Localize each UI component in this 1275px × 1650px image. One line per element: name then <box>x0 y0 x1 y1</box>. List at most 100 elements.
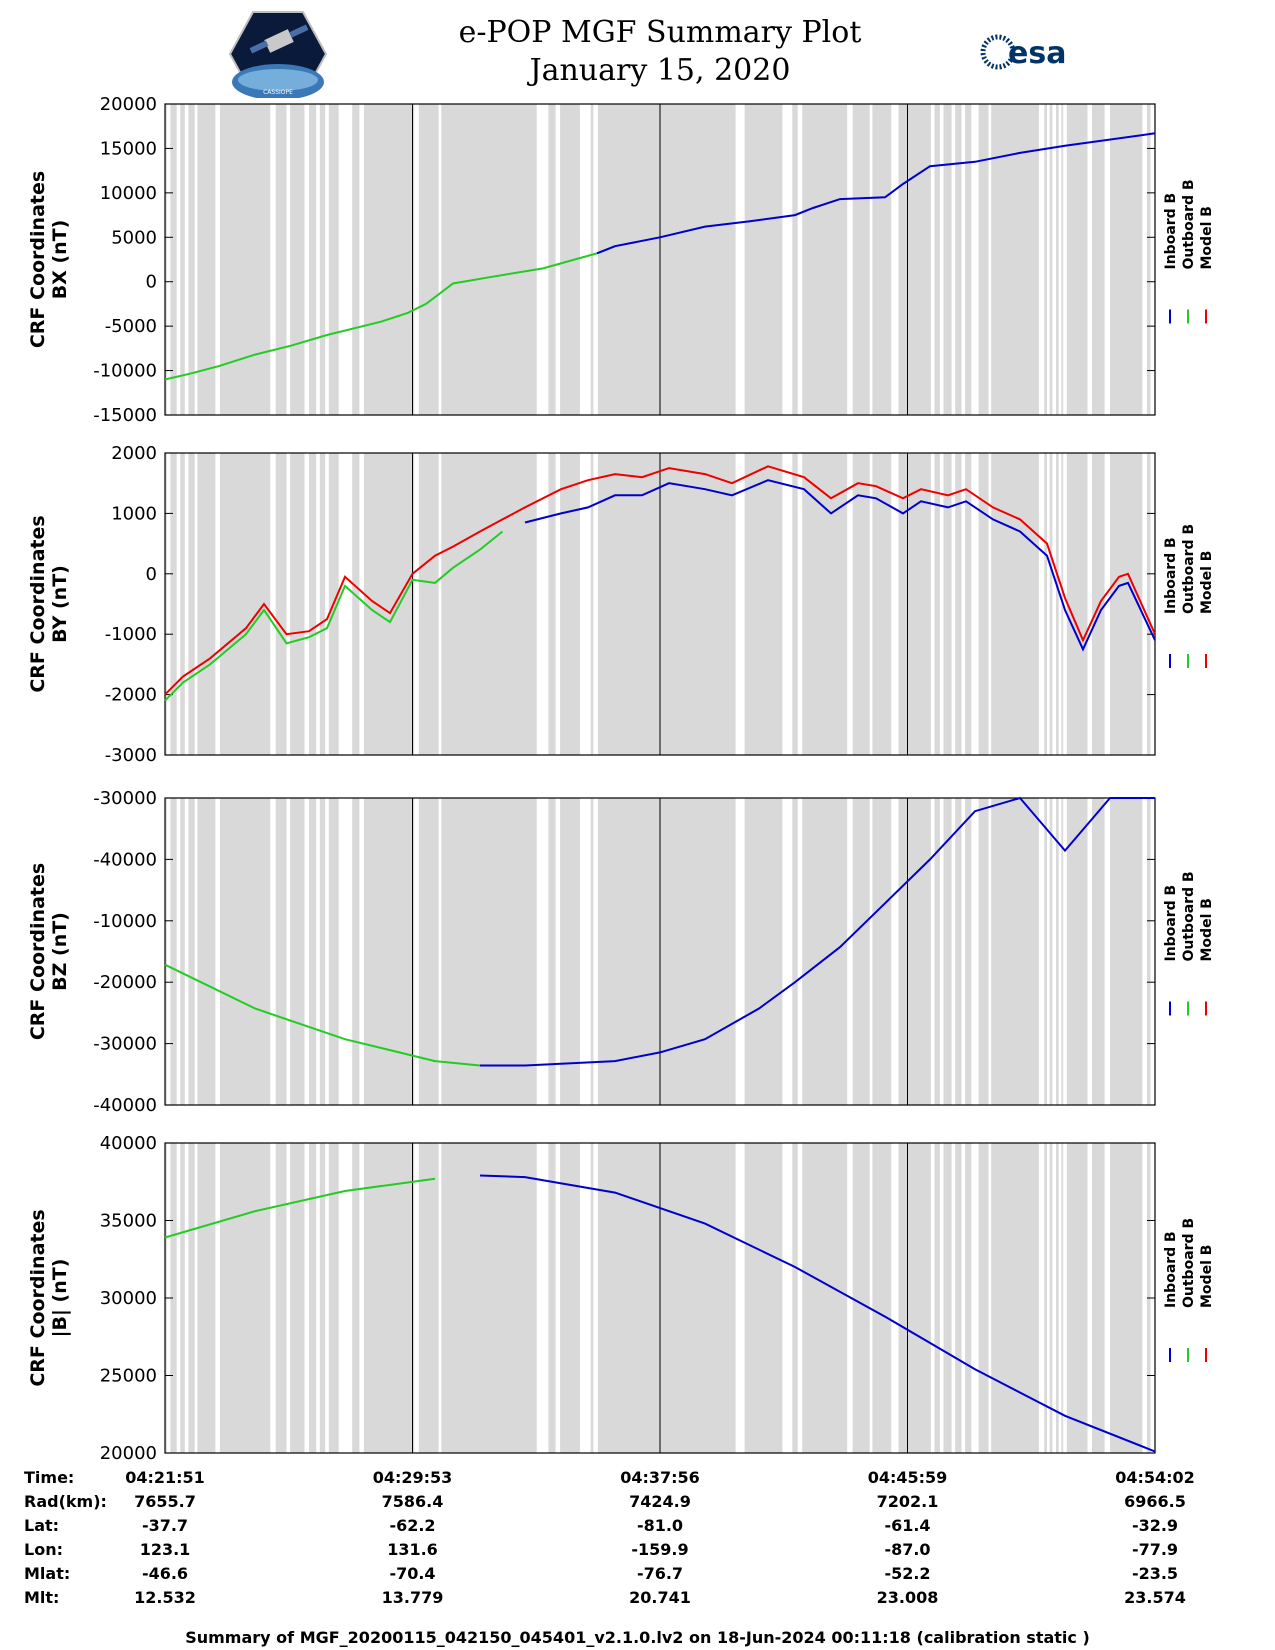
legend-inboard: Inboard B <box>1163 537 1179 614</box>
data-gap <box>1150 453 1158 755</box>
legend-model: Model B <box>1199 1245 1215 1308</box>
data-gap <box>338 453 353 755</box>
data-gap <box>939 1143 944 1453</box>
data-gap <box>1104 798 1110 1105</box>
data-gap <box>1038 453 1045 755</box>
table-cell: 7202.1 <box>876 1492 939 1511</box>
data-gap <box>1058 453 1062 755</box>
table-cell: -76.7 <box>636 1564 684 1583</box>
data-gap <box>325 453 329 755</box>
data-gap <box>1038 798 1045 1105</box>
table-cell: -77.9 <box>1131 1540 1179 1559</box>
data-gap <box>536 798 549 1105</box>
data-gap <box>1142 104 1147 415</box>
data-gap <box>1142 798 1147 1105</box>
y-tick-label: 40000 <box>100 1133 157 1154</box>
data-gap <box>735 104 745 415</box>
footer-caption: Summary of MGF_20200115_042150_045401_v2… <box>185 1628 1090 1647</box>
data-gap <box>304 798 309 1105</box>
data-gap <box>194 104 198 415</box>
esa-logo: esa <box>980 34 1066 71</box>
table-cell: 131.6 <box>387 1540 438 1559</box>
series-inboard-b <box>480 796 1155 1067</box>
data-gap <box>891 798 899 1105</box>
y-tick-label: -1000 <box>105 624 157 645</box>
data-gap <box>316 453 320 755</box>
data-gap <box>215 453 220 755</box>
data-gap <box>215 798 220 1105</box>
legend-model: Model B <box>1199 206 1215 269</box>
series-inboard-b <box>479 1174 1156 1453</box>
data-gap <box>1104 1143 1110 1453</box>
table-cell: -61.4 <box>884 1516 931 1535</box>
data-gap <box>414 104 419 415</box>
data-gap <box>579 798 591 1105</box>
y-tick-label: 0 <box>146 272 157 293</box>
table-cell: 04:54:02 <box>1115 1468 1195 1487</box>
table-cell: 20.741 <box>629 1588 691 1607</box>
y-tick-label: -10000 <box>93 361 157 382</box>
data-gap <box>782 104 793 415</box>
plot-title: e-POP MGF Summary Plot January 15, 2020 <box>380 14 940 90</box>
data-gap <box>939 104 944 415</box>
data-gap <box>555 1143 561 1453</box>
chart-panel-1: -15000 -10000 -5000 0 5000 10000 15000 20000 CRF… <box>27 94 1215 426</box>
data-gap <box>1104 104 1110 415</box>
data-gap <box>215 1143 220 1453</box>
data-gap <box>930 104 935 415</box>
data-gap <box>176 1143 181 1453</box>
table-cell: -32.9 <box>1131 1516 1179 1535</box>
data-gap <box>359 1143 364 1453</box>
data-gap <box>951 453 956 755</box>
y-tick-label: 35000 <box>100 1211 157 1232</box>
data-gap <box>414 1143 419 1453</box>
data-gap <box>184 1143 189 1453</box>
data-gap <box>359 453 364 755</box>
y-tick-label: 10000 <box>100 183 157 204</box>
y-tick-label: -10000 <box>93 911 157 932</box>
data-gap <box>325 104 329 415</box>
data-gap <box>1052 1143 1056 1453</box>
y-tick-label: 15000 <box>100 138 157 159</box>
data-gap <box>847 798 853 1105</box>
data-gap <box>359 104 364 415</box>
data-gap <box>166 798 171 1105</box>
table-cell: 04:21:51 <box>125 1468 205 1487</box>
data-gap <box>961 798 966 1105</box>
y-tick-label: 30000 <box>100 1288 157 1309</box>
data-gap <box>438 453 442 755</box>
y-tick-label: -30000 <box>93 1034 157 1055</box>
legend-outboard: Outboard B <box>1181 1218 1197 1308</box>
data-gap <box>579 104 591 415</box>
table-cell: -62.2 <box>389 1516 436 1535</box>
data-gap <box>338 798 353 1105</box>
data-gap <box>1052 453 1056 755</box>
data-gap <box>325 798 329 1105</box>
data-gap <box>176 798 181 1105</box>
data-gap <box>930 1143 935 1453</box>
legend-outboard: Outboard B <box>1181 871 1197 961</box>
data-gap <box>270 453 276 755</box>
table-cell: -87.0 <box>884 1540 931 1559</box>
data-gap <box>1047 104 1050 415</box>
series-outboard-b <box>164 245 616 381</box>
data-gap <box>782 453 793 755</box>
data-gap <box>988 798 992 1105</box>
table-cell: 04:45:59 <box>867 1468 948 1487</box>
data-gap <box>286 104 291 415</box>
data-gap <box>414 798 419 1105</box>
table-cell: -81.0 <box>636 1516 684 1535</box>
data-gap <box>971 453 979 755</box>
y-tick-label: -30000 <box>93 788 157 809</box>
data-gap <box>971 798 979 1105</box>
data-gap <box>338 1143 353 1453</box>
table-cell: -46.6 <box>141 1564 189 1583</box>
data-gap <box>536 104 549 415</box>
y-axis-label: CRF CoordinatesBY (nT) <box>27 515 71 692</box>
legend-inboard: Inboard B <box>1163 193 1179 270</box>
table-cell: 23.008 <box>876 1588 939 1607</box>
y-tick-label: 0 <box>146 564 157 585</box>
table-cell: 12.532 <box>134 1588 196 1607</box>
data-gap <box>971 104 979 415</box>
